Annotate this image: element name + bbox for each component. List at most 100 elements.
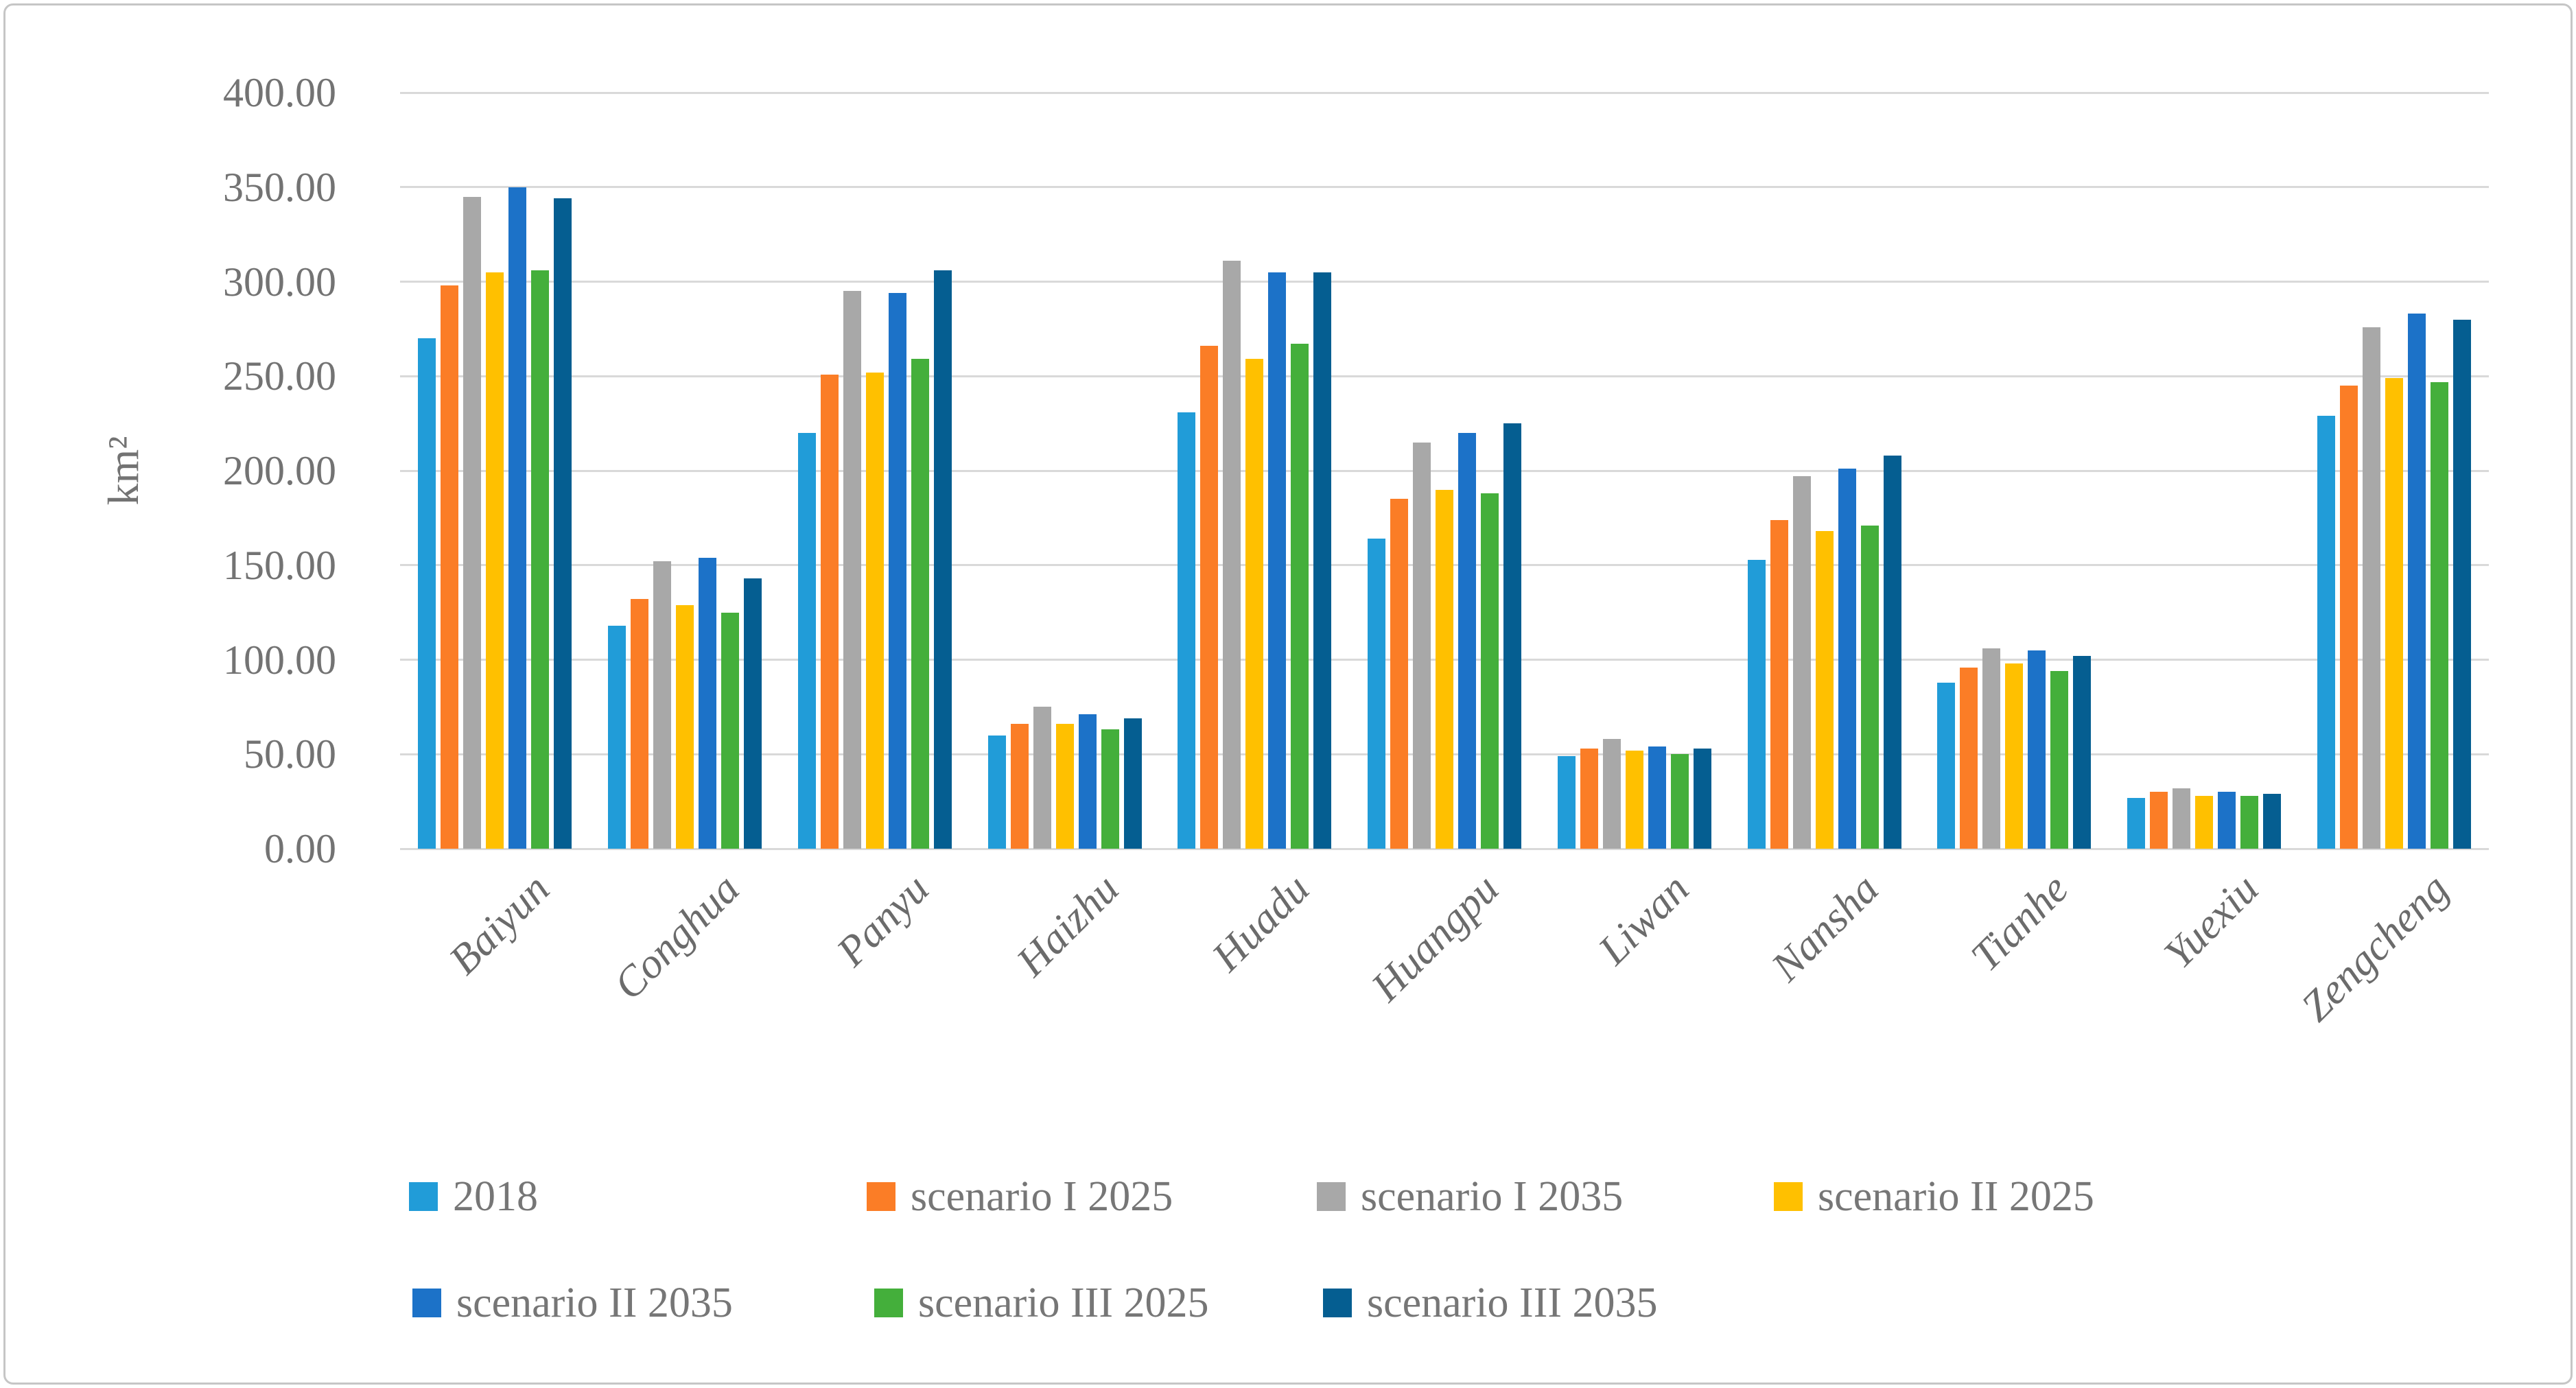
bar: [933, 270, 952, 849]
bar: [2050, 671, 2069, 849]
bar-group-conghua: [590, 93, 780, 849]
bar-group-haizhu: [970, 93, 1160, 849]
bar-group-zengcheng: [2299, 93, 2489, 849]
x-axis-label: Huadu: [1203, 865, 1318, 980]
bar: [2317, 416, 2335, 849]
bar: [1291, 344, 1309, 849]
bar-group-nansha: [1729, 93, 1919, 849]
bar-group-huadu: [1160, 93, 1350, 849]
bar: [888, 293, 906, 849]
legend-swatch: [412, 1289, 441, 1317]
bar-groups: [400, 93, 2489, 849]
bar: [2028, 650, 2046, 849]
plot-area: [400, 91, 2489, 850]
legend-label: scenario I 2025: [911, 1173, 1173, 1220]
bar: [1178, 412, 1196, 849]
y-axis-tick-label: 250.00: [223, 353, 336, 399]
bar: [1010, 724, 1029, 849]
bar: [1503, 423, 1522, 849]
bar: [2262, 794, 2281, 849]
bar: [1602, 739, 1621, 849]
bar: [1313, 272, 1332, 849]
bar: [1268, 272, 1287, 849]
bar: [2407, 314, 2426, 849]
x-axis-label: Tianhe: [1963, 865, 2078, 980]
bar: [1860, 525, 1879, 849]
bar: [508, 187, 527, 849]
bar: [2005, 663, 2024, 849]
legend-label: scenario III 2035: [1367, 1280, 1658, 1326]
bar: [820, 374, 839, 849]
x-axis-label: Liwan: [1589, 865, 1698, 974]
x-axis-label: Haizhu: [1008, 865, 1128, 986]
x-axis-label: Nansha: [1762, 865, 1888, 991]
bar: [1747, 559, 1766, 849]
y-axis-tick-label: 400.00: [223, 70, 336, 115]
legend-swatch: [874, 1289, 903, 1317]
bar: [797, 432, 816, 849]
legend-swatch: [867, 1182, 895, 1211]
bar: [2127, 797, 2145, 849]
bar: [631, 599, 649, 849]
y-axis-tick-label: 350.00: [223, 164, 336, 210]
bar: [721, 612, 740, 849]
bar-group-huangpu: [1350, 93, 1540, 849]
bar: [2385, 378, 2403, 849]
legend-item: scenario I 2035: [1317, 1175, 1623, 1219]
bar: [2362, 327, 2380, 849]
y-axis-tick-label: 300.00: [223, 259, 336, 305]
bar: [1625, 750, 1643, 849]
bar: [1670, 754, 1689, 849]
gridline: [400, 186, 2489, 189]
bar: [531, 270, 550, 849]
bar: [2339, 386, 2358, 849]
bar: [486, 272, 504, 849]
bar: [676, 604, 694, 849]
bar: [1770, 519, 1788, 849]
bar: [843, 291, 861, 849]
legend-label: scenario III 2025: [918, 1280, 1209, 1326]
legend-item: 2018: [409, 1175, 538, 1219]
legend-item: scenario III 2025: [874, 1281, 1209, 1325]
bar: [2430, 381, 2448, 849]
bar: [1033, 707, 1051, 849]
x-axis-label: Conghua: [605, 865, 749, 1009]
bar: [1101, 729, 1119, 849]
bar: [1883, 455, 1901, 849]
bar: [1481, 493, 1499, 849]
bar: [1937, 682, 1956, 849]
bar-group-baiyun: [400, 93, 590, 849]
legend-item: scenario III 2035: [1323, 1281, 1658, 1325]
bar: [1693, 749, 1711, 849]
bar: [2452, 319, 2471, 849]
bar: [608, 625, 627, 849]
bar: [1838, 469, 1856, 849]
y-axis-tick-label: 50.00: [244, 731, 336, 777]
bar: [1436, 489, 1454, 849]
gridline: [400, 91, 2489, 94]
bar: [463, 196, 482, 849]
legend-label: scenario I 2035: [1361, 1173, 1624, 1220]
bar: [1815, 531, 1834, 849]
bar: [2172, 788, 2190, 849]
bar: [987, 735, 1006, 849]
bar: [418, 338, 436, 849]
bar: [1390, 499, 1409, 849]
y-axis-tick-label: 100.00: [223, 637, 336, 683]
bar: [554, 198, 572, 849]
legend-swatch: [1323, 1289, 1352, 1317]
legend-swatch: [409, 1182, 438, 1211]
bar: [1200, 346, 1219, 849]
y-axis-tick-label: 200.00: [223, 448, 336, 493]
bar: [1413, 442, 1431, 849]
x-axis-label: Baiyun: [440, 865, 559, 984]
gridline: [400, 375, 2489, 377]
bar: [1792, 476, 1811, 849]
bar: [2217, 792, 2236, 849]
bar: [441, 285, 459, 849]
legend-item: scenario II 2025: [1774, 1175, 2094, 1219]
bar: [1458, 432, 1477, 849]
bar: [2073, 656, 2092, 849]
bar: [911, 359, 929, 849]
